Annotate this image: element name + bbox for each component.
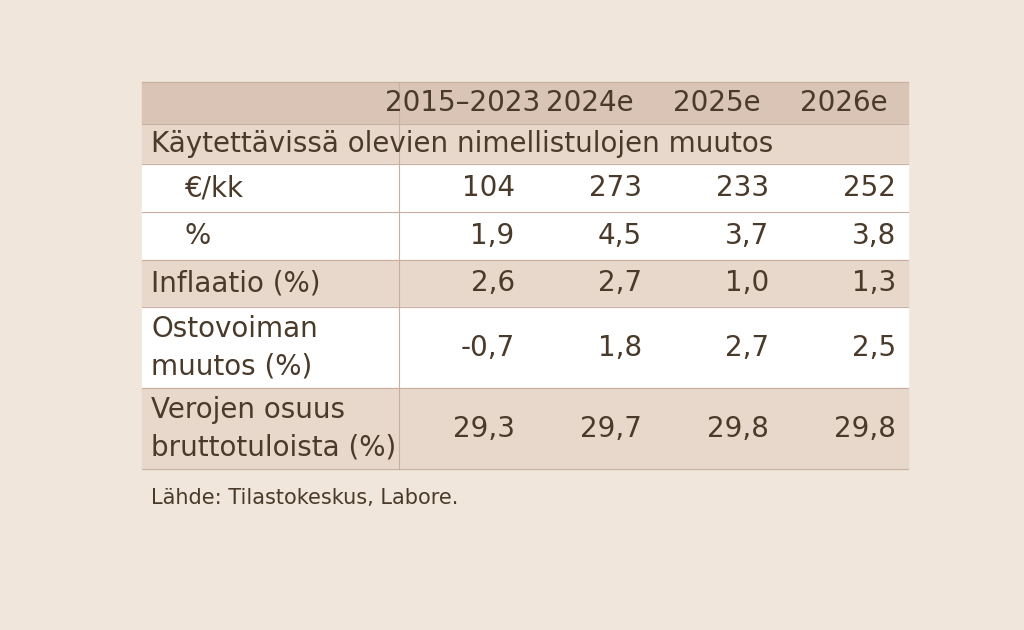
Text: 104: 104 — [462, 174, 515, 202]
Text: 29,7: 29,7 — [580, 415, 642, 443]
Text: 2,5: 2,5 — [852, 334, 896, 362]
Text: 1,3: 1,3 — [852, 270, 896, 297]
Text: Verojen osuus
bruttotuloista (%): Verojen osuus bruttotuloista (%) — [152, 396, 396, 461]
Text: 252: 252 — [843, 174, 896, 202]
Text: 3,8: 3,8 — [852, 222, 896, 249]
Text: 233: 233 — [716, 174, 769, 202]
Text: 29,3: 29,3 — [453, 415, 515, 443]
Bar — [142, 388, 907, 469]
Bar — [142, 164, 907, 212]
Bar — [142, 307, 907, 388]
Text: 2025e: 2025e — [673, 89, 761, 117]
Text: 2015–2023: 2015–2023 — [385, 89, 541, 117]
Text: 2,6: 2,6 — [471, 270, 515, 297]
Bar — [142, 82, 907, 124]
Text: 29,8: 29,8 — [835, 415, 896, 443]
Text: Ostovoiman
muutos (%): Ostovoiman muutos (%) — [152, 316, 318, 380]
Bar — [142, 124, 907, 164]
Text: 2,7: 2,7 — [598, 270, 642, 297]
Text: %: % — [184, 222, 211, 249]
Text: Käytettävissä olevien nimellistulojen muutos: Käytettävissä olevien nimellistulojen mu… — [152, 130, 773, 158]
Text: 1,9: 1,9 — [470, 222, 515, 249]
Text: 2024e: 2024e — [546, 89, 634, 117]
Text: 2,7: 2,7 — [725, 334, 769, 362]
Text: 3,7: 3,7 — [725, 222, 769, 249]
Bar — [142, 212, 907, 260]
Text: 29,8: 29,8 — [707, 415, 769, 443]
Text: €/kk: €/kk — [184, 174, 244, 202]
Text: 4,5: 4,5 — [598, 222, 642, 249]
Text: 2026e: 2026e — [801, 89, 888, 117]
Text: Inflaatio (%): Inflaatio (%) — [152, 270, 321, 297]
Text: 1,8: 1,8 — [598, 334, 642, 362]
Text: 1,0: 1,0 — [725, 270, 769, 297]
Text: 273: 273 — [589, 174, 642, 202]
Text: -0,7: -0,7 — [461, 334, 515, 362]
Bar — [142, 260, 907, 307]
Text: Lähde: Tilastokeskus, Labore.: Lähde: Tilastokeskus, Labore. — [152, 488, 459, 508]
